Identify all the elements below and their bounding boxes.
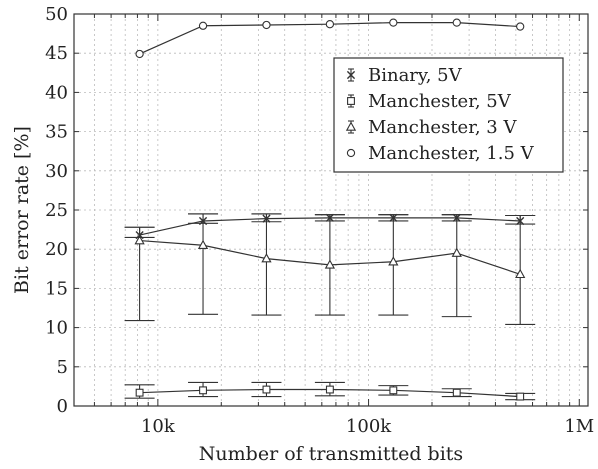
data-point	[516, 22, 525, 31]
x-tick-label: 10k	[141, 416, 176, 437]
error-bar	[505, 214, 536, 225]
series-manchester-1-5-v	[135, 18, 525, 59]
legend-marker-triangle	[345, 121, 357, 131]
data-point	[389, 386, 398, 395]
axis-ticks: 0 5 10 15 20 25 30 35 40 45 50 10k 100k 1M	[45, 4, 594, 437]
legend-item: Binary, 5V	[346, 65, 463, 86]
legend-marker-circle	[346, 148, 356, 158]
y-tick-label: 50	[45, 4, 68, 25]
legend-marker-x	[346, 70, 356, 80]
x-tick-label: 1M	[564, 416, 594, 437]
data-point	[262, 214, 271, 223]
y-tick-label: 30	[45, 161, 68, 182]
data-point	[325, 213, 334, 222]
data-point	[516, 392, 525, 401]
x-tick-label: 100k	[346, 416, 392, 437]
y-tick-label: 0	[57, 396, 68, 417]
data-point	[515, 268, 526, 279]
data-point	[389, 18, 398, 27]
data-point	[452, 388, 461, 397]
legend-box	[333, 57, 564, 173]
data-point	[135, 230, 144, 240]
series-binary-5v	[124, 213, 536, 240]
data-point	[325, 20, 335, 29]
data-point	[451, 247, 462, 257]
y-tick-label: 10	[45, 318, 68, 339]
data-point	[197, 239, 209, 250]
data-point	[261, 253, 272, 263]
x-axis-label: Number of transmitted bits	[199, 443, 463, 465]
legend-item: Manchester, 5V	[347, 91, 512, 112]
data-point	[134, 235, 145, 245]
y-tick-label: 15	[45, 278, 68, 299]
y-axis-label: Bit error rate [%]	[11, 126, 33, 294]
legend-label: Binary, 5V	[368, 65, 463, 86]
y-tick-label: 25	[45, 200, 68, 221]
y-tick-label: 40	[45, 82, 68, 103]
data-point	[262, 385, 271, 394]
y-tick-label: 20	[45, 239, 68, 260]
data-point	[198, 21, 208, 30]
data-point	[452, 18, 461, 27]
y-tick-label: 35	[45, 122, 68, 143]
legend-item: Manchester, 1.5 V	[346, 143, 535, 164]
data-point	[516, 216, 525, 226]
data-point	[388, 256, 399, 266]
series-manchester-5v	[124, 381, 536, 401]
data-point	[389, 213, 398, 222]
data-point	[198, 216, 208, 226]
legend-label: Manchester, 5V	[368, 91, 512, 112]
data-point	[135, 388, 144, 397]
data-point	[452, 213, 461, 222]
series-layer	[124, 18, 536, 401]
y-tick-label: 5	[57, 357, 68, 378]
legend-marker-square	[347, 97, 355, 105]
data-point	[324, 259, 336, 269]
data-point	[262, 20, 271, 30]
y-tick-label: 45	[45, 43, 68, 64]
legend-item: Manchester, 3 V	[345, 117, 517, 138]
legend-label: Manchester, 1.5 V	[368, 143, 535, 164]
data-point	[325, 385, 334, 394]
legend: Binary, 5V Manchester, 5V Manchester, 3 V M…	[333, 57, 564, 173]
legend-label: Manchester, 3 V	[368, 117, 517, 138]
data-point	[199, 386, 207, 395]
data-point	[135, 49, 144, 59]
